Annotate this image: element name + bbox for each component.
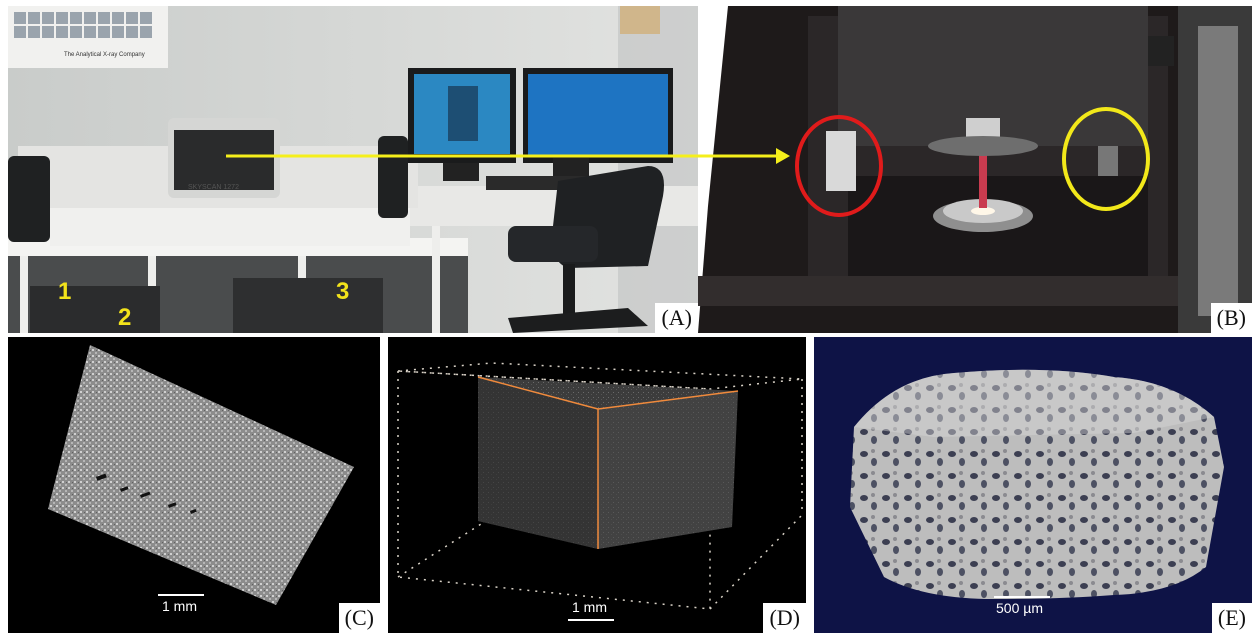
scale-bar-d [568,619,614,621]
panel-c-ct-slice: 1 mm (C) [8,337,380,633]
brand-text: The Analytical X-ray Company [64,52,145,58]
scale-bar-c [158,594,204,596]
scale-bar-e [994,596,1050,598]
panel-label-d: (D) [763,603,806,633]
marker-1: 1 [58,278,72,305]
scale-text-c: 1 mm [162,598,197,614]
panel-label-e: (E) [1211,603,1252,633]
panel-label-b: (B) [1210,303,1252,333]
marker-2: 2 [118,304,132,331]
device-text: SKYSCAN 1272 [188,184,239,191]
panel-d-3d-render: 1 mm (D) [388,337,806,633]
panel-label-c: (C) [338,603,380,633]
panel-a-lab-photo: The Analytical X-ray Company SKYSCAN 127… [8,6,698,333]
panel-e-porous-structure: 500 µm (E) [814,337,1252,633]
marker-3: 3 [336,278,350,305]
panel-label-a: (A) [655,303,698,333]
scale-text-d: 1 mm [572,599,607,615]
panel-b-scanner-interior: (B) [698,6,1252,333]
scale-text-e: 500 µm [996,600,1043,616]
